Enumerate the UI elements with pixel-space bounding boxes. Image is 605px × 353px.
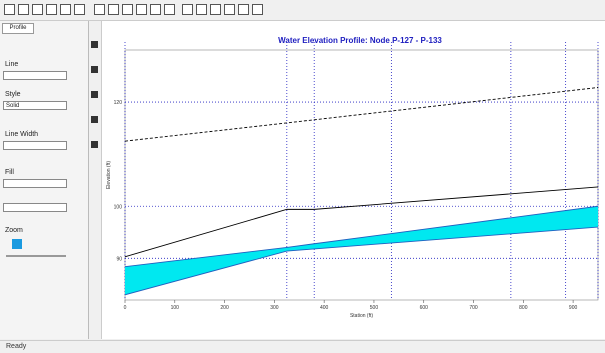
- y-axis-label: Elevation (ft): [106, 161, 112, 189]
- x-tick-label: 900: [569, 305, 578, 311]
- y-tick-label: 100: [114, 204, 123, 210]
- x-tick-label: 300: [270, 305, 279, 311]
- status-bar: Ready: [0, 340, 605, 353]
- tool-button[interactable]: [182, 4, 193, 15]
- x-tick-label: 200: [220, 305, 229, 311]
- y-tick-label: 90: [116, 256, 122, 262]
- series-line: [124, 205, 599, 268]
- tool-button[interactable]: [18, 4, 29, 15]
- tool-icon[interactable]: [91, 141, 98, 148]
- tool-icon[interactable]: [91, 91, 98, 98]
- tool-button[interactable]: [224, 4, 235, 15]
- tool-button[interactable]: [196, 4, 207, 15]
- series-line: [124, 226, 599, 296]
- chart-background: [102, 21, 605, 339]
- zoom-slider[interactable]: [6, 255, 66, 257]
- dropdown[interactable]: Solid: [3, 101, 67, 110]
- dropdown[interactable]: [3, 71, 67, 80]
- dropdown[interactable]: [3, 179, 67, 188]
- panel-label: Fill: [5, 169, 14, 176]
- x-axis-label: Station (ft): [350, 313, 373, 319]
- tool-button[interactable]: [32, 4, 43, 15]
- tool-button[interactable]: [74, 4, 85, 15]
- x-tick-label: 500: [370, 305, 379, 311]
- y-tick-label: 120: [114, 100, 123, 106]
- x-tick-label: 800: [519, 305, 528, 311]
- tool-button[interactable]: [46, 4, 57, 15]
- panel-tab[interactable]: Profile: [2, 23, 34, 34]
- zoom-button[interactable]: [12, 239, 22, 249]
- panel-label: Style: [5, 91, 21, 98]
- tool-button[interactable]: [164, 4, 175, 15]
- side-panel: Profile Line Style Solid Line Width Fill…: [0, 21, 89, 339]
- tool-button[interactable]: [150, 4, 161, 15]
- dropdown[interactable]: [3, 141, 67, 150]
- series-line: [124, 186, 599, 258]
- chart-title: Water Elevation Profile: Node P-127 - P-…: [278, 36, 442, 45]
- panel-label: Line: [5, 61, 19, 68]
- chart: Water Elevation Profile: Node P-127 - P-…: [102, 21, 605, 339]
- x-tick-label: 0: [124, 305, 127, 311]
- tool-button[interactable]: [252, 4, 263, 15]
- tool-icon[interactable]: [91, 41, 98, 48]
- tool-icon[interactable]: [91, 66, 98, 73]
- tool-button[interactable]: [136, 4, 147, 15]
- series-line: [124, 87, 599, 142]
- tool-icon[interactable]: [91, 116, 98, 123]
- tool-button[interactable]: [210, 4, 221, 15]
- input[interactable]: [3, 203, 67, 212]
- x-tick-label: 100: [171, 305, 180, 311]
- flow-fill: [125, 206, 598, 295]
- tool-button[interactable]: [4, 4, 15, 15]
- tool-button[interactable]: [60, 4, 71, 15]
- tool-button[interactable]: [238, 4, 249, 15]
- x-tick-label: 400: [320, 305, 329, 311]
- panel-label: Zoom: [5, 227, 23, 234]
- vertical-toolbar: [89, 21, 102, 339]
- tool-button[interactable]: [94, 4, 105, 15]
- panel-label: Line Width: [5, 131, 39, 138]
- tool-button[interactable]: [108, 4, 119, 15]
- status-text: Ready: [6, 343, 27, 350]
- x-tick-label: 600: [420, 305, 429, 311]
- toolbar: [0, 0, 605, 21]
- tool-button[interactable]: [122, 4, 133, 15]
- x-tick-label: 700: [469, 305, 478, 311]
